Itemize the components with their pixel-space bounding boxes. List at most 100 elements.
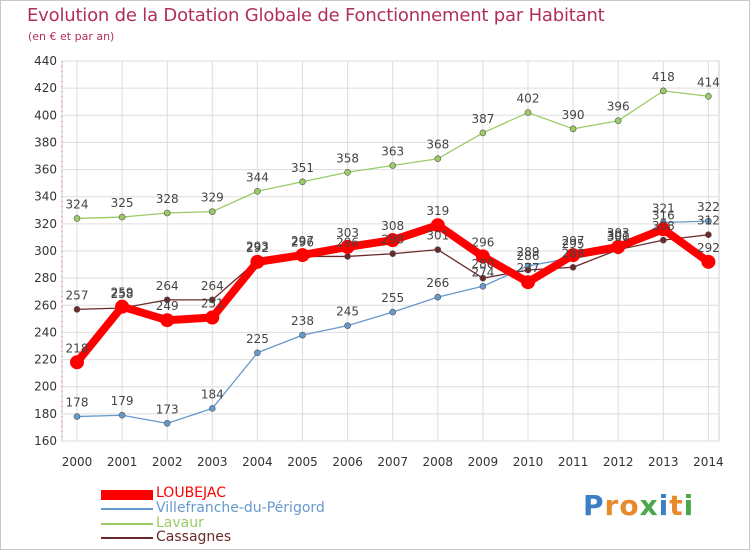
x-tick-label: 2011 <box>558 455 589 469</box>
y-tick-label: 360 <box>34 163 57 177</box>
data-label-loubejac: 303 <box>336 226 359 240</box>
y-tick-label: 300 <box>34 244 57 258</box>
data-label-villefranche-du-p-rigord: 179 <box>111 394 134 408</box>
y-tick-label: 420 <box>34 81 57 95</box>
legend-item-villefranche: Villefranche-du-Périgord <box>101 500 421 517</box>
data-point-villefranche-du-p-rigord <box>254 349 261 357</box>
legend-label-villefranche: Villefranche-du-Périgord <box>156 500 325 516</box>
brand-logo-letter: i <box>683 489 695 522</box>
brand-logo-letter: x <box>639 489 659 522</box>
y-tick-label: 240 <box>34 325 57 339</box>
data-point-villefranche-du-p-rigord <box>73 413 81 420</box>
data-label-villefranche-du-p-rigord: 178 <box>66 396 89 410</box>
y-tick-label: 380 <box>34 135 57 149</box>
data-label-lavaur: 368 <box>426 138 449 152</box>
data-point-loubejac <box>205 310 220 325</box>
data-point-lavaur <box>344 168 351 176</box>
data-point-villefranche-du-p-rigord <box>389 308 397 316</box>
data-point-villefranche-du-p-rigord <box>344 322 351 329</box>
data-point-lavaur <box>569 125 577 133</box>
data-label-loubejac: 319 <box>426 204 449 218</box>
legend-label-lavaur: Lavaur <box>156 515 204 531</box>
x-tick-label: 2008 <box>423 455 454 469</box>
x-tick-label: 2000 <box>62 455 93 469</box>
data-point-lavaur <box>524 109 532 116</box>
data-label-loubejac: 277 <box>517 261 540 275</box>
legend-item-loubejac: LOUBEJAC <box>101 485 421 502</box>
legend-swatch-lavaur <box>101 523 153 525</box>
legend-item-lavaur: Lavaur <box>101 515 421 532</box>
data-label-villefranche-du-p-rigord: 295 <box>562 237 585 251</box>
data-label-cassagnes: 293 <box>246 240 269 254</box>
y-tick-label: 200 <box>34 380 57 394</box>
data-label-loubejac: 303 <box>607 226 630 240</box>
data-point-lavaur <box>479 129 487 137</box>
data-label-lavaur: 344 <box>246 170 269 184</box>
data-label-lavaur: 325 <box>111 196 134 210</box>
data-point-villefranche-du-p-rigord <box>299 331 306 339</box>
data-label-loubejac: 292 <box>697 241 720 255</box>
data-label-cassagnes: 264 <box>156 279 179 293</box>
data-point-villefranche-du-p-rigord <box>163 420 171 427</box>
data-point-loubejac <box>115 299 130 314</box>
data-label-cassagnes: 301 <box>426 229 449 243</box>
y-tick-label: 280 <box>34 271 57 285</box>
data-label-loubejac: 297 <box>291 234 314 248</box>
data-label-villefranche-du-p-rigord: 266 <box>426 276 449 290</box>
data-label-cassagnes: 264 <box>201 279 224 293</box>
data-label-loubejac: 292 <box>246 241 269 255</box>
legend-swatch-cassagnes <box>101 537 153 539</box>
legend-label-loubejac: LOUBEJAC <box>156 485 227 501</box>
data-point-villefranche-du-p-rigord <box>479 282 487 290</box>
data-label-lavaur: 396 <box>607 100 630 114</box>
y-tick-label: 260 <box>34 298 57 312</box>
data-label-lavaur: 402 <box>517 92 540 106</box>
data-label-loubejac: 259 <box>111 286 134 300</box>
legend-swatch-villefranche <box>101 508 153 510</box>
data-label-villefranche-du-p-rigord: 238 <box>291 314 314 328</box>
data-label-lavaur: 358 <box>336 151 359 165</box>
y-tick-label: 180 <box>34 407 57 421</box>
data-point-lavaur <box>389 162 397 169</box>
data-point-cassagnes <box>569 263 577 271</box>
legend-item-cassagnes: Cassagnes <box>101 530 421 546</box>
data-point-cassagnes <box>389 250 397 258</box>
data-point-lavaur <box>163 209 171 217</box>
data-label-lavaur: 351 <box>291 161 314 175</box>
data-point-cassagnes <box>163 296 171 304</box>
brand-logo-letter: i <box>658 489 670 522</box>
y-tick-label: 440 <box>34 54 57 68</box>
data-point-lavaur <box>73 215 81 222</box>
data-label-cassagnes: 257 <box>66 288 89 302</box>
data-label-cassagnes: 286 <box>517 249 540 263</box>
data-label-cassagnes: 258 <box>111 287 134 301</box>
brand-logo-letter: t <box>669 489 684 522</box>
data-point-lavaur <box>118 213 126 221</box>
data-point-lavaur <box>659 87 667 95</box>
data-point-lavaur <box>209 208 216 215</box>
x-tick-label: 2009 <box>468 455 499 469</box>
data-label-lavaur: 363 <box>381 145 404 159</box>
data-point-lavaur <box>705 92 712 100</box>
x-tick-label: 2004 <box>242 455 273 469</box>
data-label-cassagnes: 296 <box>336 235 359 249</box>
y-tick-label: 340 <box>34 190 57 204</box>
data-label-lavaur: 418 <box>652 70 675 84</box>
data-label-villefranche-du-p-rigord: 321 <box>652 202 675 216</box>
data-label-villefranche-du-p-rigord: 274 <box>471 265 494 279</box>
data-point-loubejac <box>160 313 175 328</box>
data-label-cassagnes: 298 <box>381 233 404 247</box>
x-tick-label: 2013 <box>648 455 679 469</box>
series-layer <box>70 87 716 427</box>
data-label-villefranche-du-p-rigord: 255 <box>381 291 404 305</box>
data-point-loubejac <box>430 218 445 233</box>
data-point-cassagnes <box>524 266 532 274</box>
data-point-loubejac <box>566 248 581 263</box>
data-label-lavaur: 329 <box>201 191 224 205</box>
data-label-villefranche-du-p-rigord: 225 <box>246 332 269 346</box>
x-tick-label: 2006 <box>332 455 363 469</box>
data-point-lavaur <box>614 117 622 125</box>
data-label-lavaur: 324 <box>66 197 89 211</box>
